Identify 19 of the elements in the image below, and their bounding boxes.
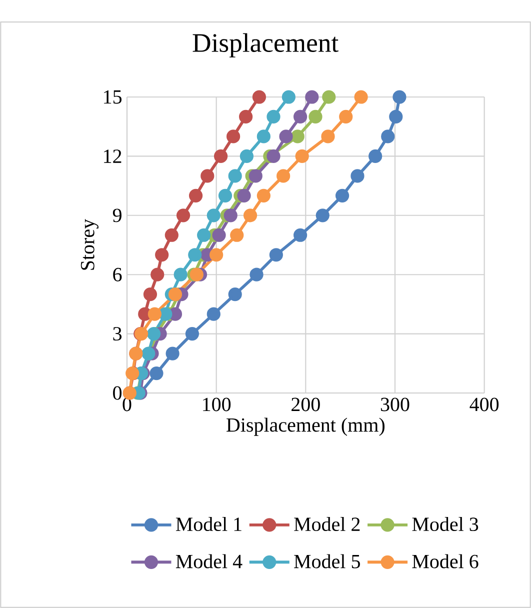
x-tick-label: 400: [470, 398, 499, 412]
y-tick-label: 12: [104, 150, 122, 163]
y-tick-label: 6: [113, 268, 122, 282]
legend-label: Model 2: [294, 517, 360, 532]
x-tick-label: 200: [292, 398, 320, 412]
y-tick-label: 0: [113, 386, 122, 400]
y-tick-label: 3: [113, 327, 122, 341]
legend-label: Model 4: [176, 554, 242, 568]
x-tick-label: 100: [203, 398, 231, 412]
legend-label: Model 3: [412, 517, 478, 532]
legend-label: Model 1: [176, 517, 242, 532]
y-axis-title: Storey: [80, 218, 98, 270]
legend-label: Model 6: [412, 554, 478, 568]
y-tick-label: 9: [112, 208, 122, 222]
x-axis-title: Displacement (mm): [226, 418, 384, 436]
chart-title: Displacement: [192, 33, 339, 58]
y-tick-label: 15: [104, 90, 122, 104]
x-tick-label: 300: [380, 398, 410, 412]
legend-label: Model 5: [294, 554, 360, 568]
